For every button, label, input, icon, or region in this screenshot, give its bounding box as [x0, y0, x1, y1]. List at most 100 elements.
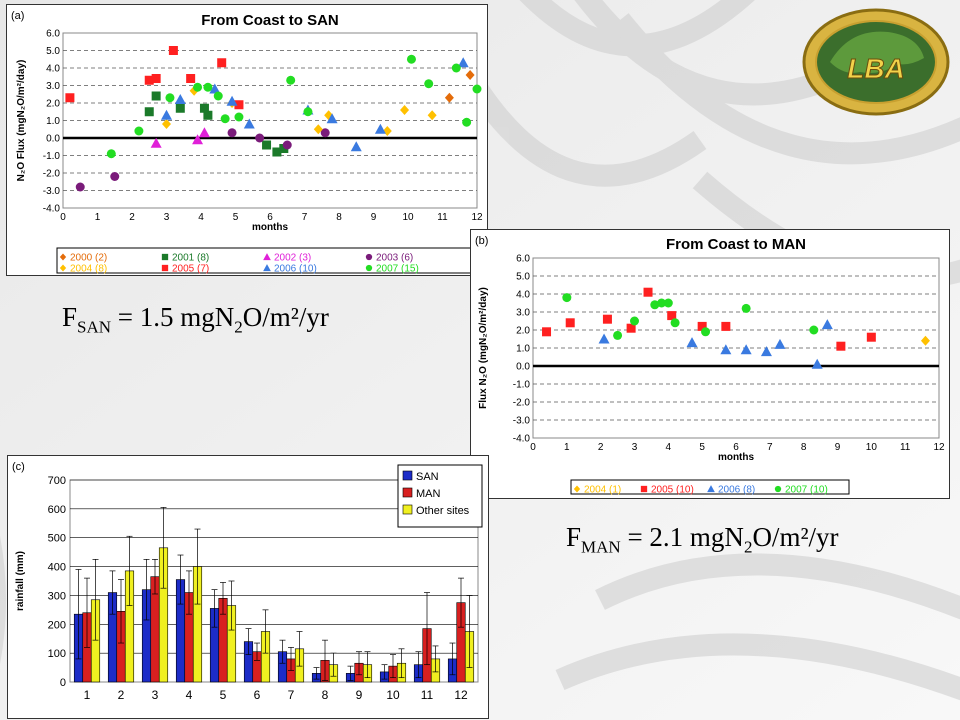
x-tick-label: 11 [421, 688, 434, 702]
legend-entry: MAN [416, 488, 441, 500]
data-point [670, 318, 680, 328]
data-point [279, 144, 289, 153]
chart-san-svg: (a) From Coast to SAN 6.0 5.0 4.0 3.0 2.0 1.0 0.… [11, 10, 483, 275]
data-point [161, 109, 172, 120]
legend-entry: 2002 (3) [274, 253, 311, 264]
legend-swatch [402, 487, 413, 498]
data-point [721, 321, 731, 331]
y-axis-label: Flux N₂O (mgN₂O/m²/day) [478, 287, 489, 409]
chart-panel-rainfall: (c) 700 600 500 400 300 200 100 0 rainfall (mm) 1 2… [7, 455, 489, 719]
panel-label: (a) [11, 10, 24, 22]
x-tick-label: 9 [835, 442, 841, 453]
x-tick-label: 10 [866, 442, 878, 453]
data-point [686, 337, 698, 348]
x-tick-label: 1 [564, 442, 570, 453]
y-tick-label: 0 [60, 677, 66, 689]
panel-label: (c) [12, 461, 25, 473]
x-tick-label: 2 [598, 442, 604, 453]
legend-entry: 2003 (6) [376, 253, 413, 264]
data-point [234, 100, 244, 110]
x-tick-label: 5 [699, 442, 705, 453]
y-tick-label: 6.0 [516, 254, 530, 265]
y-tick-label: -1.0 [43, 151, 61, 162]
flux-san-label: FSAN = 1.5 mgN2O/m²/yr [62, 302, 329, 337]
data-point [227, 128, 237, 138]
x-tick-label: 12 [933, 442, 945, 453]
data-point [720, 344, 732, 355]
data-point [234, 112, 244, 122]
y-tick-label: 600 [48, 504, 66, 516]
legend-marker [365, 264, 373, 272]
legend-marker-shape [59, 253, 67, 261]
legend-marker [707, 485, 715, 493]
x-tick-label: 9 [356, 688, 363, 702]
y-tick-label: 4.0 [516, 290, 530, 301]
legend-marker-shape [774, 485, 782, 493]
chart-title: From Coast to SAN [201, 12, 339, 29]
data-point [110, 172, 120, 181]
logo-text: LBA [847, 53, 905, 84]
legend-marker-shape [161, 253, 169, 261]
y-tick-label: 3.0 [46, 81, 60, 92]
data-point [303, 107, 313, 117]
x-tick-label: 10 [402, 212, 414, 223]
y-tick-label: -2.0 [43, 169, 61, 180]
y-tick-label: -4.0 [513, 434, 531, 445]
x-tick-label: 3 [164, 212, 170, 223]
data-point [821, 319, 833, 330]
flux-man-sub: MAN [581, 537, 621, 557]
legend-marker [365, 253, 373, 261]
data-point [400, 105, 410, 115]
data-point [457, 57, 469, 68]
x-tick-label: 3 [632, 442, 638, 453]
data-point [226, 95, 238, 106]
legend-marker [59, 264, 67, 272]
legend-marker [573, 485, 581, 493]
legend-entry: Other sites [416, 505, 470, 517]
data-point [193, 82, 203, 92]
data-point [209, 83, 221, 94]
data-point [162, 119, 171, 129]
y-tick-label: 3.0 [516, 308, 530, 319]
x-tick-label: 7 [767, 442, 773, 453]
data-point [626, 323, 636, 333]
data-point [427, 110, 437, 121]
data-point [220, 114, 230, 124]
y-tick-label: 0.0 [46, 134, 60, 145]
data-point [565, 318, 575, 328]
x-tick-label: 5 [233, 212, 239, 223]
legend-swatch [402, 470, 413, 481]
data-point [811, 358, 823, 369]
data-point [444, 92, 454, 103]
data-point [465, 70, 475, 80]
chart-panel-man: (b) From Coast to MAN 6.0 5.0 4.0 3.0 2.0 1.0 0.… [470, 229, 950, 499]
chart-title: From Coast to MAN [666, 236, 806, 253]
legend-entry: SAN [416, 471, 439, 483]
flux-man-main: F [566, 522, 582, 552]
data-point [836, 341, 846, 351]
x-tick-label: 0 [530, 442, 536, 453]
legend-marker-shape [707, 485, 715, 493]
x-tick-label: 6 [267, 212, 273, 223]
lba-logo: LBA [802, 8, 950, 116]
data-point [151, 91, 161, 101]
flux-man-unit: O/m²/yr [752, 522, 839, 552]
y-tick-label: 2.0 [516, 326, 530, 337]
x-tick-label: 11 [437, 212, 448, 223]
data-points [542, 287, 930, 369]
y-tick-label: -3.0 [43, 186, 61, 197]
legend-marker-shape [365, 264, 373, 272]
flux-san-value: = 1.5 mgN [111, 302, 235, 332]
data-point [406, 54, 416, 64]
data-point [462, 117, 472, 127]
y-tick-label: 500 [48, 533, 66, 545]
x-tick-label: 1 [84, 688, 91, 702]
data-point [667, 311, 677, 321]
x-axis-label: months [718, 452, 755, 463]
y-tick-label: 5.0 [516, 272, 530, 283]
flux-san-sub: SAN [77, 317, 112, 337]
data-point [374, 123, 386, 134]
data-point [144, 75, 154, 85]
data-point [203, 110, 213, 120]
